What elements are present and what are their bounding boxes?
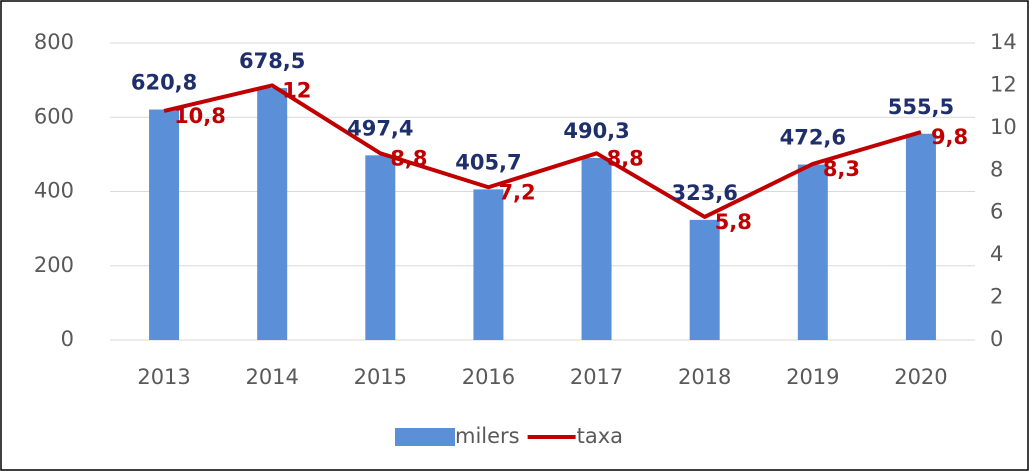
data-label: 620,8 [131,71,197,95]
x-tick-label: 2016 [462,365,515,389]
y2-tick-label: 12 [990,72,1017,96]
data-label: 9,8 [931,125,968,149]
data-label: 5,8 [715,210,752,234]
x-tick-label: 2014 [245,365,298,389]
data-label: 490,3 [563,119,629,143]
y-tick-label: 200 [34,253,74,277]
data-label: 7,2 [498,180,535,204]
data-label: 8,8 [390,146,427,170]
x-tick-label: 2017 [570,365,623,389]
y2-tick-label: 10 [990,115,1017,139]
bar [257,88,288,340]
bar [689,219,720,340]
y-tick-label: 0 [61,327,74,351]
y2-tick-label: 8 [990,157,1003,181]
bar [797,164,828,340]
bar [905,133,936,340]
y2-tick-label: 14 [990,30,1017,54]
x-tick-label: 2018 [678,365,731,389]
bar [149,109,180,340]
data-label: 497,4 [347,116,413,140]
data-label: 678,5 [239,49,305,73]
legend-label: milers [455,424,520,448]
x-tick-label: 2015 [354,365,407,389]
data-label: 323,6 [671,181,737,205]
x-tick-label: 2019 [786,365,839,389]
bar [473,189,504,340]
line [163,83,922,219]
legend-swatch [395,428,455,446]
data-label: 8,8 [607,146,644,170]
x-tick-label: 2013 [137,365,190,389]
bar [581,157,612,340]
legend-label: taxa [577,424,623,448]
y2-tick-label: 6 [990,200,1003,224]
data-label: 8,3 [823,157,860,181]
data-label: 10,8 [174,104,226,128]
x-tick-label: 2020 [894,365,947,389]
y2-tick-label: 0 [990,327,1003,351]
data-label: 405,7 [455,150,521,174]
y-tick-label: 800 [34,30,74,54]
y-tick-label: 400 [34,179,74,203]
y-tick-label: 600 [34,104,74,128]
bar [365,155,396,340]
data-label: 472,6 [780,126,846,150]
data-label: 12 [282,78,311,102]
y2-tick-label: 4 [990,242,1003,266]
data-label: 555,5 [888,95,954,119]
y2-tick-label: 2 [990,285,1003,309]
